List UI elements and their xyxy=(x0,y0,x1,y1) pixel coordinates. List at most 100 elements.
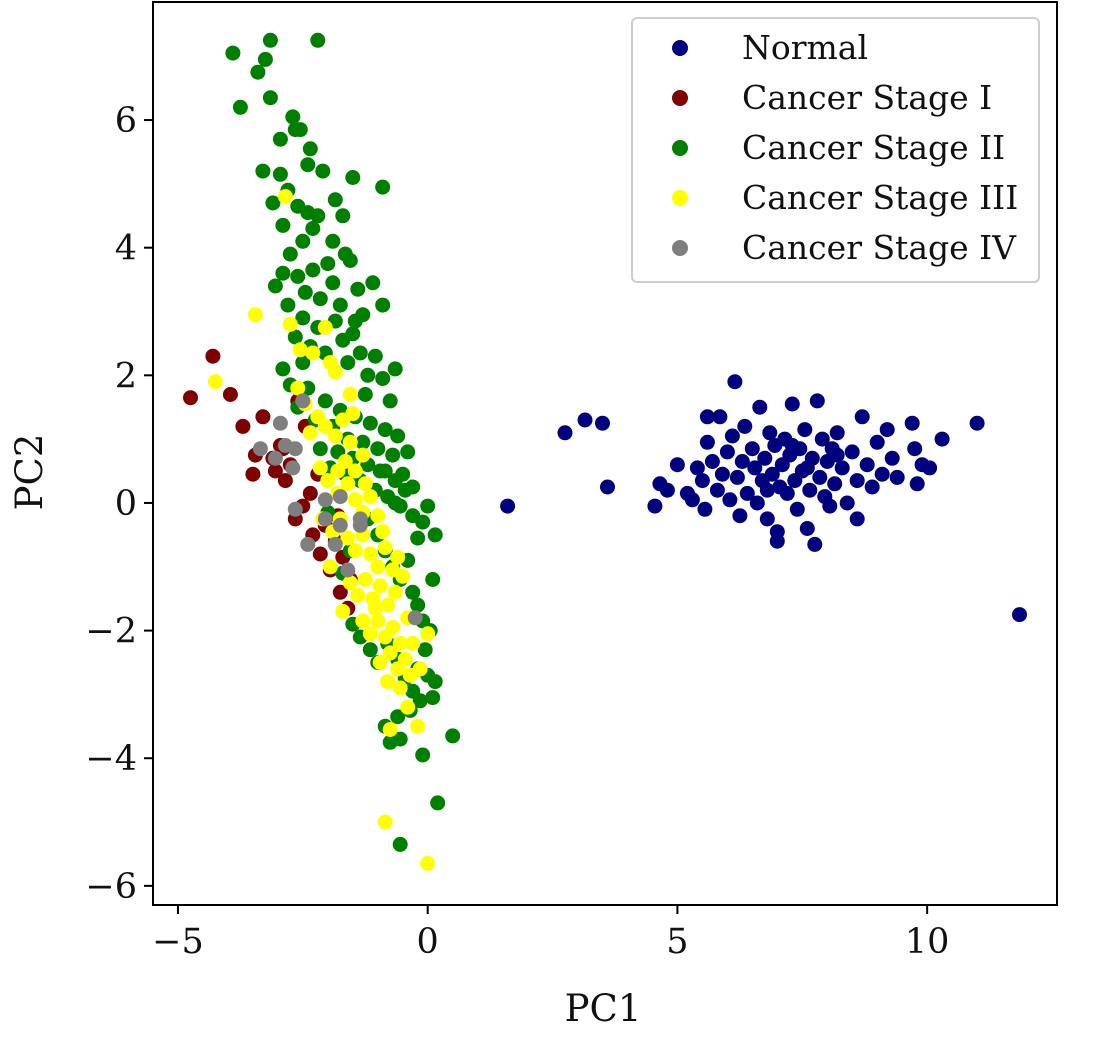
data-point xyxy=(275,265,291,281)
data-point xyxy=(232,99,248,115)
data-point xyxy=(332,517,348,533)
data-point xyxy=(385,619,401,635)
y-tick-label: 4 xyxy=(115,229,137,269)
data-point xyxy=(395,568,411,584)
data-point xyxy=(347,313,363,329)
data-point xyxy=(292,122,308,138)
data-point xyxy=(262,32,278,48)
y-tick-label: −2 xyxy=(85,612,137,652)
data-point xyxy=(380,674,396,690)
data-point xyxy=(292,342,308,358)
data-point xyxy=(320,256,336,272)
data-point xyxy=(310,32,326,48)
x-tick-label: 5 xyxy=(666,922,688,962)
data-point xyxy=(729,469,745,485)
data-point xyxy=(370,559,386,575)
data-point xyxy=(827,476,843,492)
data-point xyxy=(709,482,725,498)
data-point xyxy=(909,476,925,492)
data-point xyxy=(332,584,348,600)
data-point xyxy=(557,425,573,441)
data-point xyxy=(427,527,443,543)
legend-marker xyxy=(672,190,688,206)
data-point xyxy=(934,431,950,447)
data-point xyxy=(297,284,313,300)
data-point xyxy=(739,485,755,501)
data-point xyxy=(245,466,261,482)
data-point xyxy=(577,412,593,428)
data-point xyxy=(277,473,293,489)
data-point xyxy=(390,428,406,444)
data-point xyxy=(370,613,386,629)
data-point xyxy=(362,642,378,658)
data-point xyxy=(392,635,408,651)
data-point xyxy=(327,364,343,380)
data-point xyxy=(884,450,900,466)
data-point xyxy=(402,667,418,683)
data-point xyxy=(252,441,268,457)
data-point xyxy=(724,428,740,444)
legend-label: Cancer Stage IV xyxy=(742,228,1017,267)
data-point xyxy=(267,450,283,466)
data-point xyxy=(714,466,730,482)
data-point xyxy=(335,603,351,619)
data-point xyxy=(410,597,426,613)
data-point xyxy=(769,533,785,549)
data-point xyxy=(420,856,436,871)
data-point xyxy=(337,246,353,262)
data-point xyxy=(727,374,743,390)
data-point xyxy=(762,425,778,441)
data-point xyxy=(749,495,765,511)
data-point xyxy=(285,460,301,476)
data-point xyxy=(802,482,818,498)
data-point xyxy=(789,501,805,517)
data-point xyxy=(315,163,331,179)
data-point xyxy=(340,476,356,492)
data-point xyxy=(417,642,433,658)
legend-label: Normal xyxy=(742,28,868,67)
data-point xyxy=(839,495,855,511)
data-point xyxy=(889,469,905,485)
data-point xyxy=(415,747,431,763)
legend-marker xyxy=(672,240,688,256)
data-point xyxy=(759,482,775,498)
x-tick-label: 10 xyxy=(905,922,950,962)
data-point xyxy=(922,460,938,476)
data-point xyxy=(360,367,376,383)
data-point xyxy=(322,559,338,575)
data-point xyxy=(340,355,356,371)
data-point xyxy=(327,428,343,444)
data-point xyxy=(697,501,713,517)
data-point xyxy=(290,380,306,396)
data-point xyxy=(352,511,368,527)
data-point xyxy=(445,728,461,744)
data-point xyxy=(355,447,371,463)
data-point xyxy=(345,406,361,422)
data-point xyxy=(415,514,431,530)
data-point xyxy=(235,418,251,434)
data-point xyxy=(382,722,398,737)
data-point xyxy=(405,584,421,600)
data-point xyxy=(317,418,333,434)
data-point xyxy=(205,348,221,364)
x-tick-label: −5 xyxy=(152,922,204,962)
data-point xyxy=(365,275,381,291)
data-point xyxy=(302,141,318,157)
data-point xyxy=(822,498,838,514)
data-point xyxy=(347,463,363,479)
data-point xyxy=(247,307,263,323)
data-point xyxy=(312,291,328,307)
y-tick-label: 0 xyxy=(115,484,137,524)
data-point xyxy=(737,418,753,434)
data-point xyxy=(377,540,393,556)
data-point xyxy=(420,498,436,514)
data-point xyxy=(342,434,358,450)
data-point xyxy=(392,836,408,852)
x-axis-label: PC1 xyxy=(565,987,642,1030)
data-point xyxy=(280,297,296,313)
data-point xyxy=(849,473,865,489)
data-point xyxy=(387,361,403,377)
data-point xyxy=(340,530,356,546)
data-point xyxy=(325,275,341,291)
